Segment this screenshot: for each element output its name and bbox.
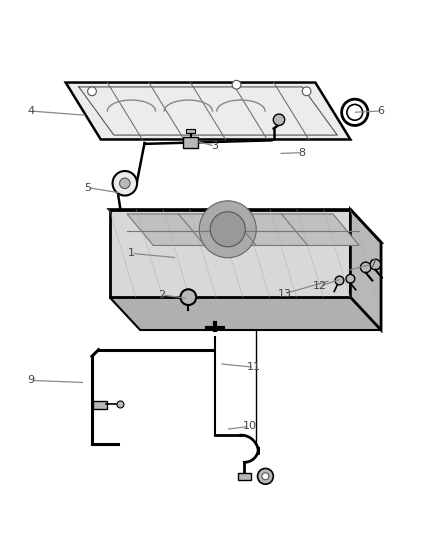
Circle shape: [258, 469, 273, 484]
Circle shape: [370, 259, 381, 270]
Text: 11: 11: [247, 362, 261, 372]
Bar: [186, 128, 195, 133]
Text: 5: 5: [84, 183, 91, 192]
Circle shape: [117, 401, 124, 408]
Circle shape: [180, 289, 196, 305]
Polygon shape: [350, 209, 381, 330]
Circle shape: [346, 274, 355, 283]
Circle shape: [113, 171, 137, 196]
Bar: [93, 401, 107, 409]
Circle shape: [335, 276, 344, 285]
Text: 6: 6: [378, 106, 385, 116]
Text: 13: 13: [278, 289, 292, 298]
Text: 3: 3: [211, 141, 218, 151]
Circle shape: [120, 178, 130, 189]
Polygon shape: [110, 297, 381, 330]
Text: 9: 9: [27, 375, 34, 385]
Circle shape: [360, 262, 371, 273]
Circle shape: [199, 201, 256, 258]
Circle shape: [232, 80, 241, 89]
Bar: [183, 138, 198, 148]
Text: 12: 12: [313, 281, 327, 291]
Polygon shape: [66, 83, 350, 140]
Text: 7: 7: [369, 260, 376, 269]
Bar: [238, 473, 251, 480]
Text: 8: 8: [299, 148, 306, 158]
Polygon shape: [127, 214, 359, 246]
Circle shape: [210, 212, 245, 247]
Text: 2: 2: [159, 290, 166, 300]
Polygon shape: [110, 209, 350, 297]
Text: 4: 4: [27, 106, 34, 116]
Text: 1: 1: [128, 248, 135, 259]
Circle shape: [273, 114, 285, 125]
Circle shape: [262, 473, 269, 480]
Circle shape: [88, 87, 96, 96]
Circle shape: [302, 87, 311, 96]
Polygon shape: [110, 209, 381, 243]
Text: 10: 10: [243, 422, 257, 431]
